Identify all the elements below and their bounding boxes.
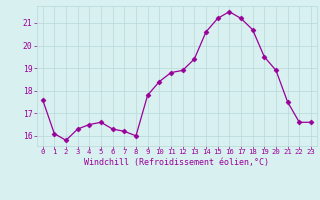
X-axis label: Windchill (Refroidissement éolien,°C): Windchill (Refroidissement éolien,°C) [84, 158, 269, 167]
